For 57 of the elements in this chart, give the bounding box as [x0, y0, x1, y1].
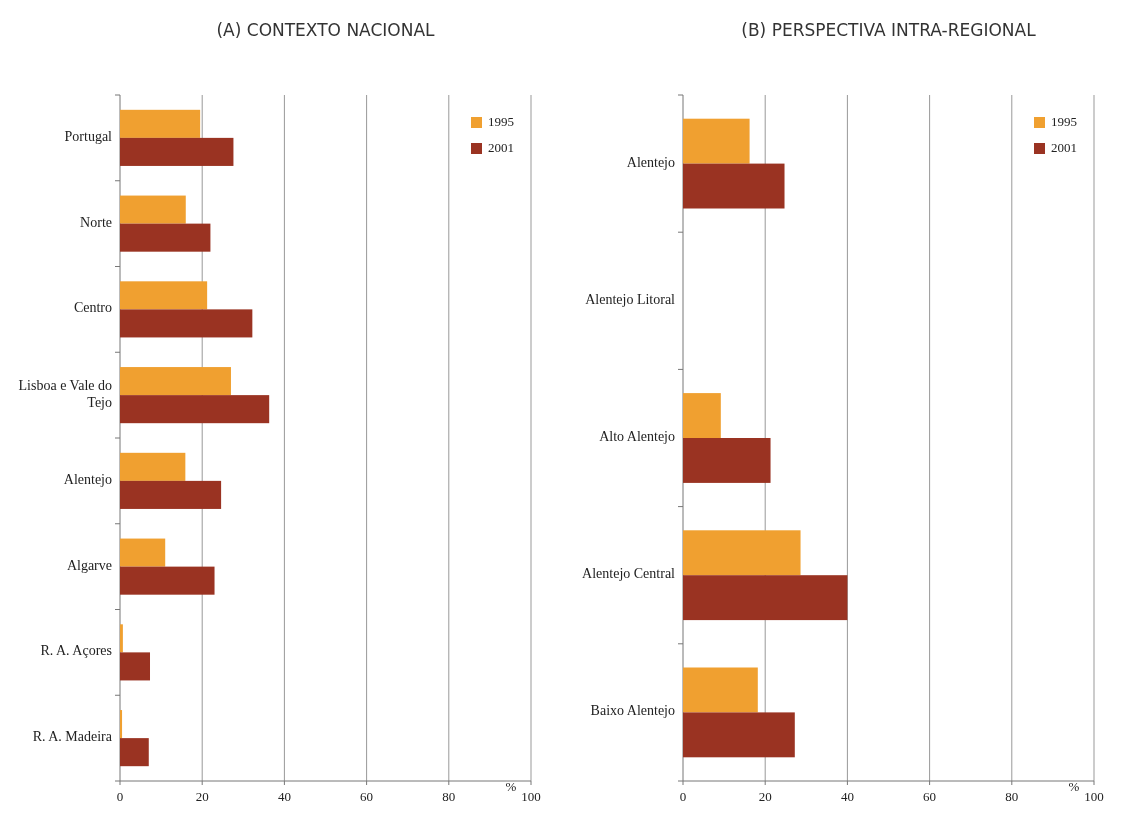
bar	[120, 195, 186, 224]
x-tick-label: 40	[840, 789, 854, 804]
bar	[120, 624, 123, 653]
chart-title: (A) CONTEXTO NACIONAL	[216, 20, 436, 40]
y-tick-label: R. A. Açores	[40, 643, 112, 659]
y-tick-label: Portugal	[64, 129, 113, 145]
x-tick-label: 100	[1084, 789, 1104, 804]
bar	[120, 566, 215, 595]
x-tick-label: 40	[277, 789, 291, 804]
bar	[683, 712, 795, 758]
x-axis-title: %	[505, 779, 517, 794]
y-tick-label: R. A. Madeira	[32, 729, 113, 745]
y-tick-label: Alentejo Litoral	[585, 292, 676, 308]
bar	[683, 438, 771, 483]
y-tick-label: Alentejo Central	[582, 566, 676, 582]
bar	[120, 395, 270, 424]
legend-label: 2001	[488, 139, 514, 155]
legend-label: 2001	[1051, 139, 1077, 155]
x-tick-label: 60	[923, 789, 937, 804]
x-tick-label: 80	[442, 789, 456, 804]
bar	[120, 480, 222, 509]
x-tick-label: 80	[1005, 789, 1019, 804]
bar	[120, 309, 253, 338]
bar	[683, 118, 750, 164]
bar	[120, 137, 234, 166]
bar	[120, 109, 201, 138]
bar	[683, 667, 758, 713]
x-tick-label: 20	[758, 789, 772, 804]
x-axis-title: %	[1068, 779, 1080, 794]
y-tick-label: Norte	[80, 214, 112, 230]
bar	[120, 738, 149, 767]
y-tick-label: Algarve	[66, 557, 112, 573]
y-tick-label: Lisboa e Vale do Tejo	[18, 378, 112, 411]
legend-label: 1995	[488, 113, 514, 129]
x-tick-label: 20	[195, 789, 209, 804]
bar	[683, 530, 801, 576]
x-tick-label: 60	[360, 789, 374, 804]
bar	[683, 393, 721, 438]
bar	[120, 223, 211, 252]
x-tick-label: 100	[521, 789, 541, 804]
bar	[120, 652, 150, 681]
bar	[120, 538, 166, 567]
x-tick-label: 0	[679, 789, 687, 804]
legend-label: 1995	[1051, 113, 1077, 129]
x-tick-label: 0	[116, 789, 124, 804]
bar	[683, 163, 785, 209]
y-tick-label: Alentejo	[626, 154, 675, 170]
y-tick-label: Baixo Alentejo	[590, 703, 675, 719]
chart-title: (B) PERSPECTIVA INTRA-REGIONAL	[741, 20, 1037, 40]
bar	[120, 367, 231, 396]
y-tick-label: Centro	[73, 300, 112, 316]
y-tick-label: Alto Alentejo	[599, 429, 675, 445]
bar	[120, 281, 208, 310]
bar	[120, 710, 123, 739]
bar	[120, 452, 186, 481]
bar	[683, 575, 848, 621]
y-tick-label: Alentejo	[63, 472, 112, 488]
